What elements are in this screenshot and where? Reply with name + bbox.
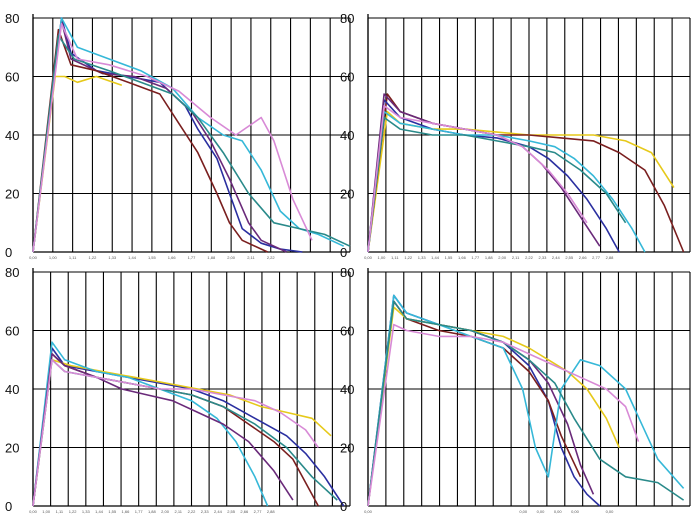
x-tick-label: 1,33 [108,255,117,260]
y-tick-label: 80 [340,265,354,280]
series-line-0 [367,110,675,253]
x-tick-label: 1,66 [458,255,467,260]
y-tick-label: 40 [5,382,19,397]
x-tick-label: 0,00 [29,255,38,260]
x-tick-label: 2,22 [188,509,197,514]
series-line-5 [32,353,294,507]
y-tick-label: 40 [340,128,354,143]
x-tick-label: 1,88 [148,509,157,514]
x-tick-label: 1,33 [82,509,91,514]
x-tick-label: 1,44 [95,509,104,514]
x-tick-label: 0,00 [554,509,563,514]
series-line-3 [32,75,123,253]
x-tick-label: 0,00 [364,509,373,514]
x-tick-label: 1,00 [42,509,51,514]
x-tick-label: 2,44 [552,255,561,260]
x-tick-label: 2,77 [254,509,263,514]
x-tick-label: 2,11 [512,255,520,260]
x-tick-label: 1,11 [391,255,399,260]
x-tick-label: 1,00 [378,255,387,260]
x-tick-label: 1,33 [418,255,427,260]
x-tick-label: 2,22 [267,255,276,260]
x-tick-label: 0,00 [364,255,373,260]
x-tick-label: 1,44 [431,255,440,260]
series-line-6 [367,105,588,253]
series-line-4 [32,358,338,507]
x-tick-label: 0,00 [571,509,580,514]
y-tick-label: 20 [5,441,19,456]
x-tick-label: 2,88 [267,509,276,514]
y-tick-label: 0 [5,245,12,260]
series-line-2 [32,358,332,507]
x-tick-label: 1,88 [485,255,494,260]
y-tick-label: 60 [340,70,354,85]
x-tick-label: 1,77 [135,509,144,514]
y-tick-label: 0 [5,499,12,514]
panel-bottom-right: 0 20 40 60 80 0,00 0,00 0,00 0,00 0,00 0,00 [340,265,691,514]
x-tick-label: 2,33 [539,255,548,260]
series-line-5 [367,116,627,253]
x-tick-label: 1,55 [445,255,454,260]
series-line-6 [32,358,319,507]
x-tick-label: 1,77 [188,255,197,260]
series-line-4 [32,17,345,253]
x-tick-label: 2,11 [175,509,183,514]
series-line-6 [367,323,640,507]
series-line-6 [32,22,313,253]
x-tick-label: 1,11 [56,509,64,514]
x-tick-label: 2,66 [240,509,249,514]
y-tick-label: 0 [340,499,347,514]
series-line-5 [32,34,351,253]
y-tick-label: 40 [340,382,354,397]
x-tick-label: 1,55 [148,255,157,260]
x-tick-label: 2,44 [214,509,223,514]
x-tick-label: 1,44 [128,255,137,260]
x-tick-label: 1,77 [471,255,480,260]
x-tick-label: 0,00 [519,509,528,514]
x-tick-label: 2,00 [227,255,236,260]
y-tick-label: 60 [340,324,354,339]
x-tick-label: 1,88 [207,255,216,260]
x-tick-label: 1,22 [404,255,413,260]
y-tick-label: 60 [5,324,19,339]
y-tick-label: 40 [5,128,19,143]
x-tick-label: 1,66 [122,509,131,514]
x-tick-label: 2,11 [247,255,255,260]
x-tick-label: 1,11 [69,255,77,260]
y-tick-label: 20 [340,441,354,456]
x-tick-label: 2,55 [227,509,236,514]
series-line-4 [367,294,685,507]
x-tick-label: 2,00 [161,509,170,514]
series-line-2 [32,28,268,253]
x-tick-label: 2,00 [498,255,507,260]
x-tick-label: 0,00 [29,509,38,514]
x-tick-label: 0,00 [606,509,615,514]
series-line-4 [367,110,646,253]
y-tick-label: 80 [5,265,19,280]
y-tick-label: 20 [340,187,354,202]
x-tick-label: 2,77 [592,255,601,260]
series-line-5 [367,300,685,507]
x-tick-label: 2,33 [201,509,210,514]
y-tick-label: 80 [340,11,354,26]
x-tick-label: 1,66 [168,255,177,260]
x-tick-label: 2,55 [565,255,574,260]
x-tick-label: 1,55 [108,509,117,514]
x-tick-label: 1,00 [49,255,58,260]
y-tick-label: 20 [5,187,19,202]
panel-top-right: 0 20 40 60 80 0,00 1,00 1,11 1,22 1,33 1,44 1,55 1,6… [340,11,691,260]
x-tick-label: 1,22 [69,509,78,514]
y-tick-label: 80 [5,11,19,26]
x-tick-label: 2,66 [579,255,588,260]
x-tick-label: 1,22 [89,255,98,260]
panel-top-left: 0 20 40 60 80 0,00 1,00 1,11 1,22 1,33 1,44 1,55 1,6… [5,11,351,260]
y-tick-label: 60 [5,70,19,85]
x-tick-label: 0,00 [537,509,546,514]
panel-bottom-left: 0 20 40 60 80 0,00 1,00 1,11 1,22 1,33 1,44 1,55 1,6… [5,265,351,514]
x-tick-label: 2,88 [606,255,615,260]
y-tick-label: 0 [340,245,347,260]
x-tick-label: 2,22 [525,255,534,260]
